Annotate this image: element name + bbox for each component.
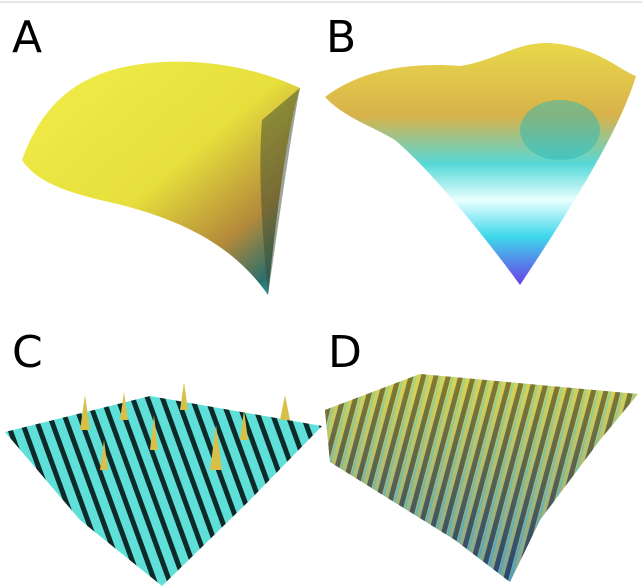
panel-label: C: [12, 327, 43, 378]
panel-label: B: [326, 12, 356, 63]
page: A B C D (() => { const data = JSON.parse…: [0, 0, 642, 587]
panel-label: D: [328, 327, 362, 378]
figure: A B C D: [0, 0, 642, 587]
surface-b-shade: [520, 100, 600, 160]
surface-a-shade: [260, 88, 300, 295]
surface-d-tint: [325, 374, 638, 582]
panel-label: A: [12, 12, 42, 63]
surface-b: [325, 43, 636, 285]
surface-c: [5, 396, 322, 586]
surface-a: [22, 62, 300, 295]
